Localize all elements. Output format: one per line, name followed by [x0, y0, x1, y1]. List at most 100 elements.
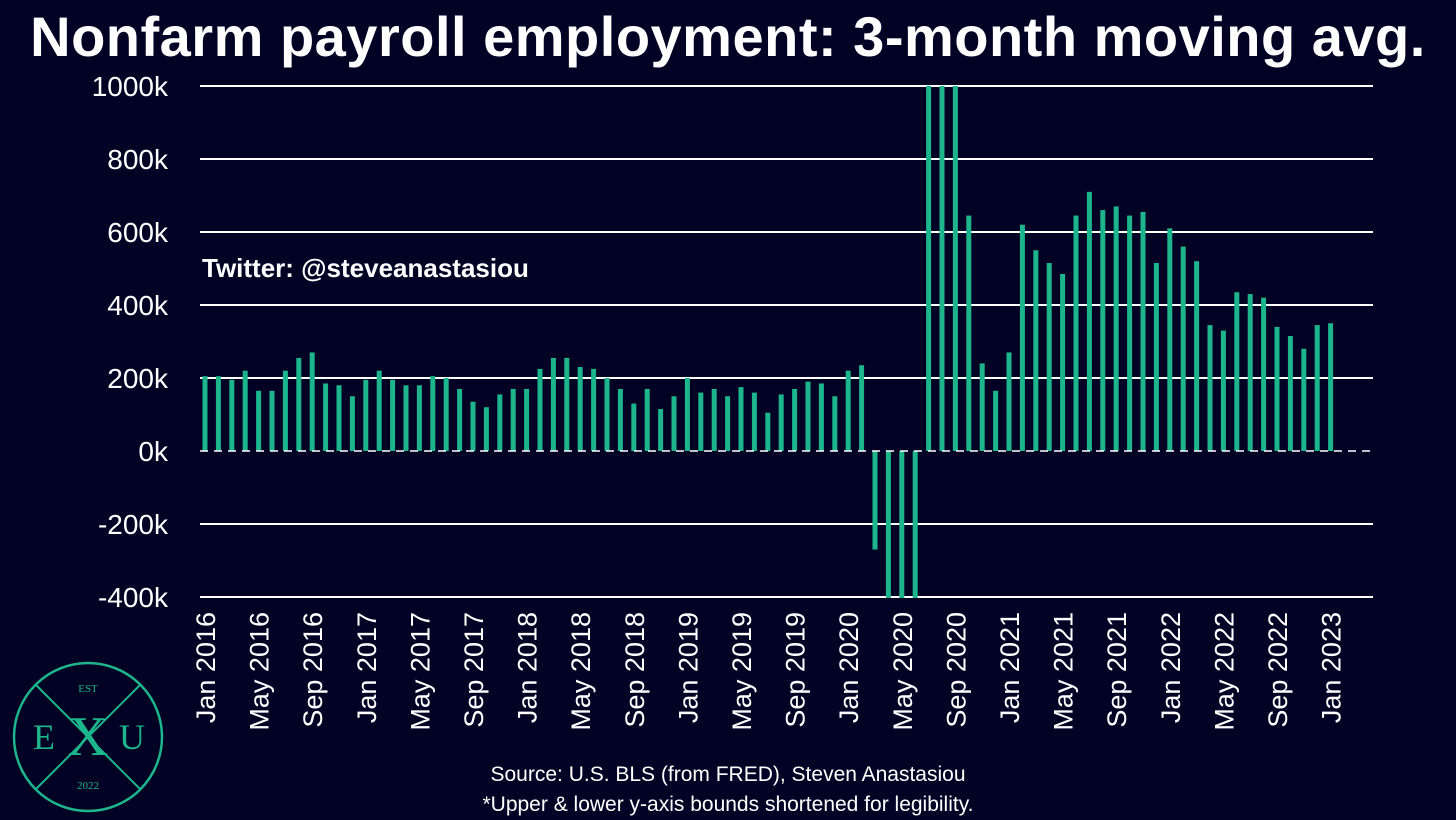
bar: [323, 383, 329, 451]
bar: [1060, 273, 1066, 451]
x-tick-label: May 2018: [566, 612, 596, 731]
x-tick-label: Jan 2021: [995, 612, 1025, 723]
bars: [202, 86, 1334, 598]
x-tick-label: Jan 2016: [191, 612, 221, 723]
bar: [1113, 206, 1119, 451]
bar: [1301, 348, 1307, 451]
bar: [215, 376, 221, 451]
bar: [242, 370, 248, 451]
bar: [738, 387, 744, 451]
x-axis-ticks: Jan 2016 May 2016 Sep 2016 Jan 2017 May 2017…: [191, 612, 1347, 731]
bar: [202, 376, 208, 451]
bar: [430, 376, 436, 451]
bar: [349, 396, 355, 451]
bar: [1006, 352, 1012, 451]
logo-e: E: [33, 717, 55, 757]
x-tick-label: Sep 2019: [781, 612, 811, 728]
bar: [564, 357, 570, 451]
bar: [256, 390, 262, 451]
bar: [684, 378, 690, 451]
bar: [416, 385, 422, 451]
bar: [926, 86, 932, 451]
bar: [751, 392, 757, 451]
logo-year: 2022: [77, 780, 99, 792]
x-tick-label: Sep 2022: [1263, 612, 1293, 728]
x-tick-label: Jan 2022: [1156, 612, 1186, 723]
bar: [845, 370, 851, 451]
source-note: Source: U.S. BLS (from FRED), Steven Ana…: [0, 760, 1456, 820]
bar: [497, 394, 503, 451]
bar: [1261, 297, 1267, 451]
x-tick-label: Jan 2019: [673, 612, 703, 723]
bar: [912, 451, 918, 598]
x-tick-label: Jan 2017: [352, 612, 382, 723]
x-tick-label: May 2020: [888, 612, 918, 731]
bar: [1140, 211, 1146, 451]
bar: [617, 388, 623, 451]
bar: [1100, 210, 1106, 451]
x-tick-label: May 2019: [727, 612, 757, 731]
logo-ring: [12, 661, 164, 813]
y-tick-label: 1000k: [92, 71, 169, 102]
x-tick-label: Jan 2023: [1317, 612, 1347, 723]
bar: [818, 383, 824, 451]
bar: [443, 378, 449, 451]
bar: [1247, 294, 1253, 451]
logo-est: EST: [78, 683, 98, 695]
logo-x: X: [68, 706, 108, 768]
y-axis-ticks: 1000k 800k 600k 400k 200k 0k -200k -400k: [92, 71, 169, 613]
bar: [604, 378, 610, 451]
bar: [671, 396, 677, 451]
bar: [872, 451, 878, 550]
bar: [537, 368, 543, 451]
bar: [1287, 336, 1293, 451]
bar: [711, 388, 717, 451]
x-tick-label: May 2016: [245, 612, 275, 731]
x-tick-label: Sep 2020: [941, 612, 971, 728]
bar: [644, 388, 650, 451]
source-line: Source: U.S. BLS (from FRED), Steven Ana…: [490, 763, 966, 786]
bar: [859, 365, 865, 451]
y-tick-label: -400k: [98, 582, 169, 613]
x-tick-label: May 2022: [1209, 612, 1239, 731]
x-tick-label: Jan 2018: [513, 612, 543, 723]
bar: [778, 394, 784, 451]
bar: [805, 381, 811, 451]
logo-slash-b: [35, 684, 141, 790]
chart-title: Nonfarm payroll employment: 3-month movi…: [30, 5, 1426, 68]
bar: [939, 86, 945, 451]
bar: [470, 401, 476, 451]
bar: [229, 379, 235, 451]
exu-logo: EST E X U 2022: [12, 661, 164, 813]
bar: [1207, 325, 1213, 451]
x-tick-label: Sep 2018: [620, 612, 650, 728]
bar: [1046, 263, 1052, 451]
bar: [885, 451, 891, 598]
bar: [510, 388, 516, 451]
bar: [631, 403, 637, 451]
x-tick-label: Sep 2021: [1102, 612, 1132, 728]
bar: [1328, 323, 1334, 451]
x-tick-label: Jan 2020: [834, 612, 864, 723]
bar: [457, 388, 463, 451]
y-tick-label: 400k: [107, 290, 169, 321]
bar: [1086, 191, 1092, 451]
y-tick-label: -200k: [98, 509, 169, 540]
bar: [336, 385, 342, 451]
bar: [591, 368, 597, 451]
bar: [296, 357, 302, 451]
bar: [1194, 261, 1200, 451]
bar: [725, 396, 731, 451]
bar: [966, 215, 972, 451]
y-tick-label: 200k: [107, 363, 169, 394]
x-tick-label: May 2021: [1049, 612, 1079, 731]
bar: [1019, 224, 1025, 451]
twitter-handle: Twitter: @steveanastasiou: [202, 253, 529, 283]
bar: [483, 407, 489, 451]
x-tick-label: May 2017: [405, 612, 435, 731]
bar: [1274, 326, 1280, 451]
bar: [309, 352, 315, 451]
y-tick-label: 600k: [107, 217, 169, 248]
bar: [952, 86, 958, 451]
y-tick-label: 800k: [107, 144, 169, 175]
